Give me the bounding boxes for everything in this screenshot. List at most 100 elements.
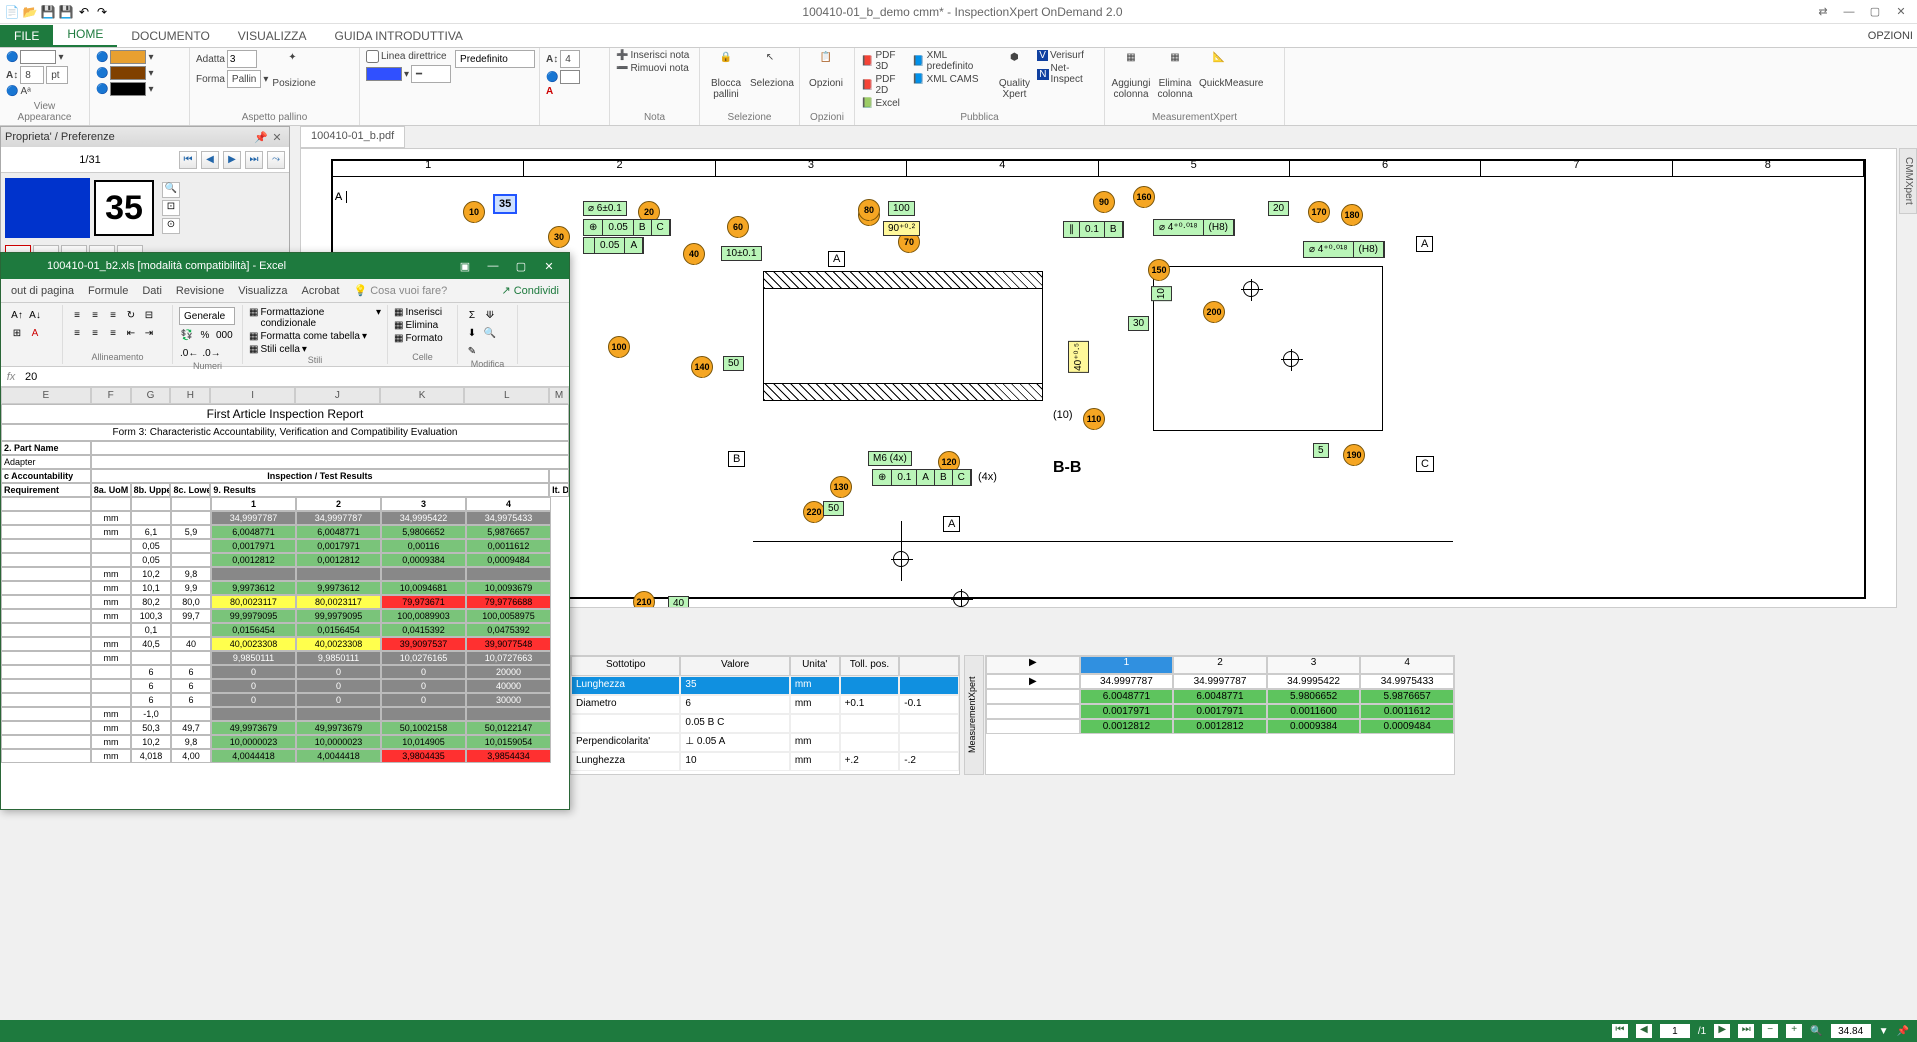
dimension-box[interactable]: 100 xyxy=(888,201,915,216)
char-grid-row[interactable]: Diametro6mm+0.1-0.1 xyxy=(571,695,959,714)
status-last-icon[interactable]: ⏭ xyxy=(1738,1024,1754,1038)
locate-icon[interactable]: ⊙ xyxy=(162,218,180,234)
minimize-icon[interactable]: — xyxy=(1837,3,1861,21)
del-col-button[interactable]: ▦Elimina colonna xyxy=(1155,50,1195,100)
excel-grid[interactable]: EFGHIJKLM First Article Inspection Repor… xyxy=(1,387,569,787)
char-grid-header[interactable] xyxy=(899,656,959,676)
selected-balloon[interactable]: 35 xyxy=(493,194,517,214)
measurement-grid[interactable]: ▶1234 ▶34.999778734.999778734.999542234.… xyxy=(985,655,1455,775)
textcolor-swatch[interactable] xyxy=(110,82,146,96)
excel-data-row[interactable]: 0,050,00179710,00179710,001160,0011612 xyxy=(1,539,569,553)
dimension-box[interactable]: M6 (4x) xyxy=(868,451,912,466)
select-button[interactable]: ↖Seleziona xyxy=(750,50,790,89)
status-page-input[interactable] xyxy=(1660,1024,1690,1038)
excel-tab[interactable]: Acrobat xyxy=(296,281,346,301)
adatta-input[interactable] xyxy=(227,50,257,68)
zoom-fit-icon[interactable]: ⊡ xyxy=(162,200,180,216)
excel-col-header[interactable]: J xyxy=(295,387,380,404)
char-grid-header[interactable]: Valore xyxy=(680,656,789,676)
excel-data-row[interactable]: mm10,29,810,000002310,000002310,01490510… xyxy=(1,735,569,749)
dimension-box[interactable]: 50 xyxy=(723,356,744,371)
balloon-210[interactable]: 210 xyxy=(633,591,655,608)
excel-data-row[interactable]: mm34,999778734,999778734,999542234,99754… xyxy=(1,511,569,525)
excel-minimize-icon[interactable]: — xyxy=(479,260,507,272)
meas-col-header[interactable]: 3 xyxy=(1267,656,1361,674)
excel-data-row[interactable]: mm40,54040,002330840,002330839,909753739… xyxy=(1,637,569,651)
add-col-button[interactable]: ▦Aggiungi colonna xyxy=(1111,50,1151,100)
balloon-30[interactable]: 30 xyxy=(548,226,570,248)
excel-tab[interactable]: Revisione xyxy=(170,281,230,301)
status-prev-icon[interactable]: ◀ xyxy=(1636,1024,1652,1038)
char-grid-row[interactable]: Lunghezza35mm xyxy=(571,676,959,695)
char-grid-header[interactable]: Sottotipo xyxy=(571,656,680,676)
balloon-100[interactable]: 100 xyxy=(608,336,630,358)
meas-col-header[interactable]: 2 xyxy=(1173,656,1267,674)
leader-check[interactable] xyxy=(366,50,379,63)
qat-redo-icon[interactable]: ↷ xyxy=(94,4,110,20)
menu-tab-home[interactable]: HOME xyxy=(53,23,117,47)
excel-data-row[interactable]: mm50,349,749,997367949,997367950,1002158… xyxy=(1,721,569,735)
menu-tab-documento[interactable]: DOCUMENTO xyxy=(117,25,223,47)
excel-data-row[interactable]: mm4,0184,004,00444184,00444183,98044353,… xyxy=(1,749,569,763)
add-note-icon[interactable]: ➕ xyxy=(616,50,628,61)
text-icon[interactable]: Aᵃ xyxy=(20,86,30,97)
excel-data-row[interactable]: mm6,15,96,00487716,00487715,98066525,987… xyxy=(1,525,569,539)
characteristic-grid[interactable]: netrica netrica SottotipoValoreUnita'Tol… xyxy=(570,655,960,775)
fill-icon[interactable]: 🔵 xyxy=(96,52,108,63)
excel-icon[interactable]: 📗 xyxy=(861,98,873,109)
swap-icon[interactable]: ⇄ xyxy=(1811,3,1835,21)
excel-col-header[interactable]: L xyxy=(464,387,549,404)
qat-open-icon[interactable]: 📂 xyxy=(22,4,38,20)
menu-tab-guida introduttiva[interactable]: GUIDA INTRODUTTIVA xyxy=(320,25,476,47)
first-icon[interactable]: ⏮ xyxy=(179,151,197,169)
status-zoomout-icon[interactable]: − xyxy=(1762,1024,1778,1038)
dimension-box[interactable]: 40⁺⁰·⁵ xyxy=(1068,341,1089,373)
char-grid-row[interactable]: 0.05 B C xyxy=(571,714,959,733)
excel-data-row[interactable]: mm-1,0 xyxy=(1,707,569,721)
formula-bar[interactable] xyxy=(21,371,569,383)
text-color-icon[interactable]: 🔵 xyxy=(96,84,108,95)
next-icon[interactable]: ▶ xyxy=(223,151,241,169)
dimension-box[interactable]: (10) xyxy=(1053,409,1073,421)
meas-col-header[interactable]: 4 xyxy=(1360,656,1454,674)
tell-me[interactable]: 💡 Cosa vuoi fare? xyxy=(347,280,453,301)
gdt-frame[interactable]: ∥0.1B xyxy=(1063,221,1124,238)
excel-data-row[interactable]: mm10,19,99,99736129,997361210,009468110,… xyxy=(1,581,569,595)
status-next-icon[interactable]: ▶ xyxy=(1714,1024,1730,1038)
balloon-140[interactable]: 140 xyxy=(691,356,713,378)
share-button[interactable]: ↗ Condividi xyxy=(495,280,565,301)
dimension-box[interactable]: ⌀ 6±0.1 xyxy=(583,201,627,216)
balloon-80[interactable]: 80 xyxy=(858,199,880,221)
balloon-220[interactable]: 220 xyxy=(803,501,825,523)
underline-icon2[interactable]: 🔵 xyxy=(6,86,18,97)
meas-col-header[interactable]: 1 xyxy=(1080,656,1174,674)
cmmxpert-tab[interactable]: CMMXpert xyxy=(1899,148,1917,214)
excel-tab[interactable]: Visualizza xyxy=(232,281,293,301)
status-zoomin-icon[interactable]: + xyxy=(1786,1024,1802,1038)
dimension-box[interactable]: B-B xyxy=(1053,459,1081,477)
qualityxpert-button[interactable]: ⬢Quality Xpert xyxy=(996,50,1034,100)
balloon-200[interactable]: 200 xyxy=(1203,301,1225,323)
excel-data-row[interactable]: 6600020000 xyxy=(1,665,569,679)
document-tab[interactable]: 100410-01_b.pdf xyxy=(300,126,405,148)
gdt-frame[interactable]: ⌀ 4⁺⁰·⁰¹⁸(H8) xyxy=(1303,241,1385,258)
goto-icon[interactable]: ⤳ xyxy=(267,151,285,169)
balloon-90[interactable]: 90 xyxy=(1093,191,1115,213)
measurement-tab[interactable]: MeasurementXpert xyxy=(964,655,984,775)
char-grid-header[interactable]: Toll. pos. xyxy=(840,656,900,676)
balloon-40[interactable]: 40 xyxy=(683,243,705,265)
gdt-frame[interactable]: 0.05A xyxy=(583,237,644,254)
balloon-180[interactable]: 180 xyxy=(1341,204,1363,226)
dimension-box[interactable]: 50 xyxy=(823,501,844,516)
balloon-130[interactable]: 130 xyxy=(830,476,852,498)
char-grid-row[interactable]: Lunghezza10mm+.2-.2 xyxy=(571,752,959,771)
menu-tab-visualizza[interactable]: VISUALIZZA xyxy=(224,25,321,47)
underline-icon[interactable]: 🔵 xyxy=(6,52,18,63)
excel-maximize-icon[interactable]: ▢ xyxy=(507,260,535,273)
pdf-icon[interactable]: 📕 xyxy=(861,56,873,67)
dimension-box[interactable]: 30 xyxy=(1128,316,1149,331)
excel-tab[interactable]: out di pagina xyxy=(5,281,80,301)
excel-close-icon[interactable]: ✕ xyxy=(535,260,563,273)
meas-row[interactable]: ▶34.999778734.999778734.999542234.997543… xyxy=(986,674,1454,689)
excel-tab[interactable]: Formule xyxy=(82,281,134,301)
